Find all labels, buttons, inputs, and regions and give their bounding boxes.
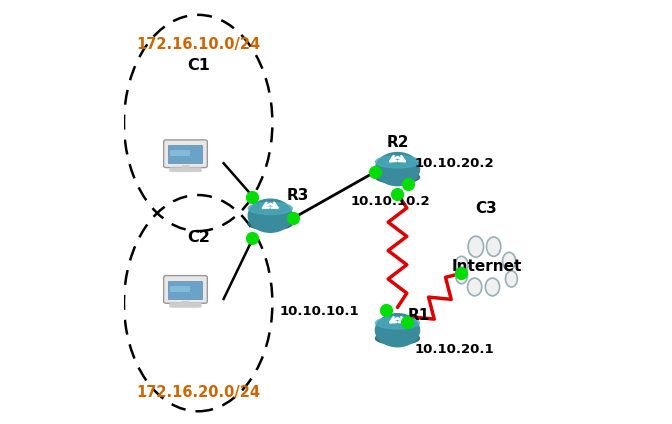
Ellipse shape — [456, 268, 468, 284]
Ellipse shape — [376, 332, 419, 344]
FancyBboxPatch shape — [182, 165, 189, 170]
FancyBboxPatch shape — [164, 276, 208, 303]
Ellipse shape — [376, 171, 419, 183]
Ellipse shape — [485, 278, 499, 296]
Point — [247, 235, 257, 242]
FancyBboxPatch shape — [164, 140, 208, 167]
Ellipse shape — [376, 153, 419, 186]
Text: 10.10.20.2: 10.10.20.2 — [415, 157, 494, 170]
Ellipse shape — [248, 199, 292, 232]
Ellipse shape — [487, 237, 501, 257]
Ellipse shape — [376, 314, 419, 347]
Text: R1: R1 — [407, 308, 430, 324]
Ellipse shape — [171, 306, 200, 307]
Point — [456, 270, 466, 277]
Ellipse shape — [505, 271, 517, 287]
Text: 10.10.20.1: 10.10.20.1 — [415, 343, 494, 356]
Ellipse shape — [455, 257, 468, 274]
FancyBboxPatch shape — [170, 150, 190, 156]
Text: C3: C3 — [476, 201, 497, 216]
Point — [403, 181, 413, 188]
Point — [247, 194, 257, 201]
Point — [402, 319, 413, 326]
Text: 172.16.10.0/24: 172.16.10.0/24 — [136, 37, 260, 52]
Ellipse shape — [468, 278, 482, 296]
Text: 10.10.10.1: 10.10.10.1 — [280, 305, 360, 318]
FancyBboxPatch shape — [169, 167, 202, 172]
FancyBboxPatch shape — [169, 145, 202, 163]
Text: Internet: Internet — [452, 259, 521, 274]
Point — [392, 190, 403, 197]
Ellipse shape — [248, 202, 292, 215]
Text: 10.10.10.2: 10.10.10.2 — [351, 195, 431, 208]
Text: R3: R3 — [287, 187, 309, 203]
Ellipse shape — [503, 252, 515, 270]
Text: 172.16.20.0/24: 172.16.20.0/24 — [136, 385, 260, 400]
Point — [380, 307, 391, 314]
Ellipse shape — [171, 170, 200, 172]
Ellipse shape — [248, 218, 292, 230]
Text: C1: C1 — [187, 58, 210, 73]
Ellipse shape — [376, 156, 419, 168]
Ellipse shape — [376, 317, 419, 329]
FancyBboxPatch shape — [169, 281, 202, 298]
FancyBboxPatch shape — [169, 303, 202, 307]
Text: C2: C2 — [187, 230, 210, 245]
Point — [288, 215, 298, 222]
FancyBboxPatch shape — [182, 301, 189, 306]
FancyBboxPatch shape — [170, 286, 190, 292]
Text: R2: R2 — [386, 134, 409, 150]
Point — [370, 168, 381, 175]
Ellipse shape — [468, 236, 484, 257]
